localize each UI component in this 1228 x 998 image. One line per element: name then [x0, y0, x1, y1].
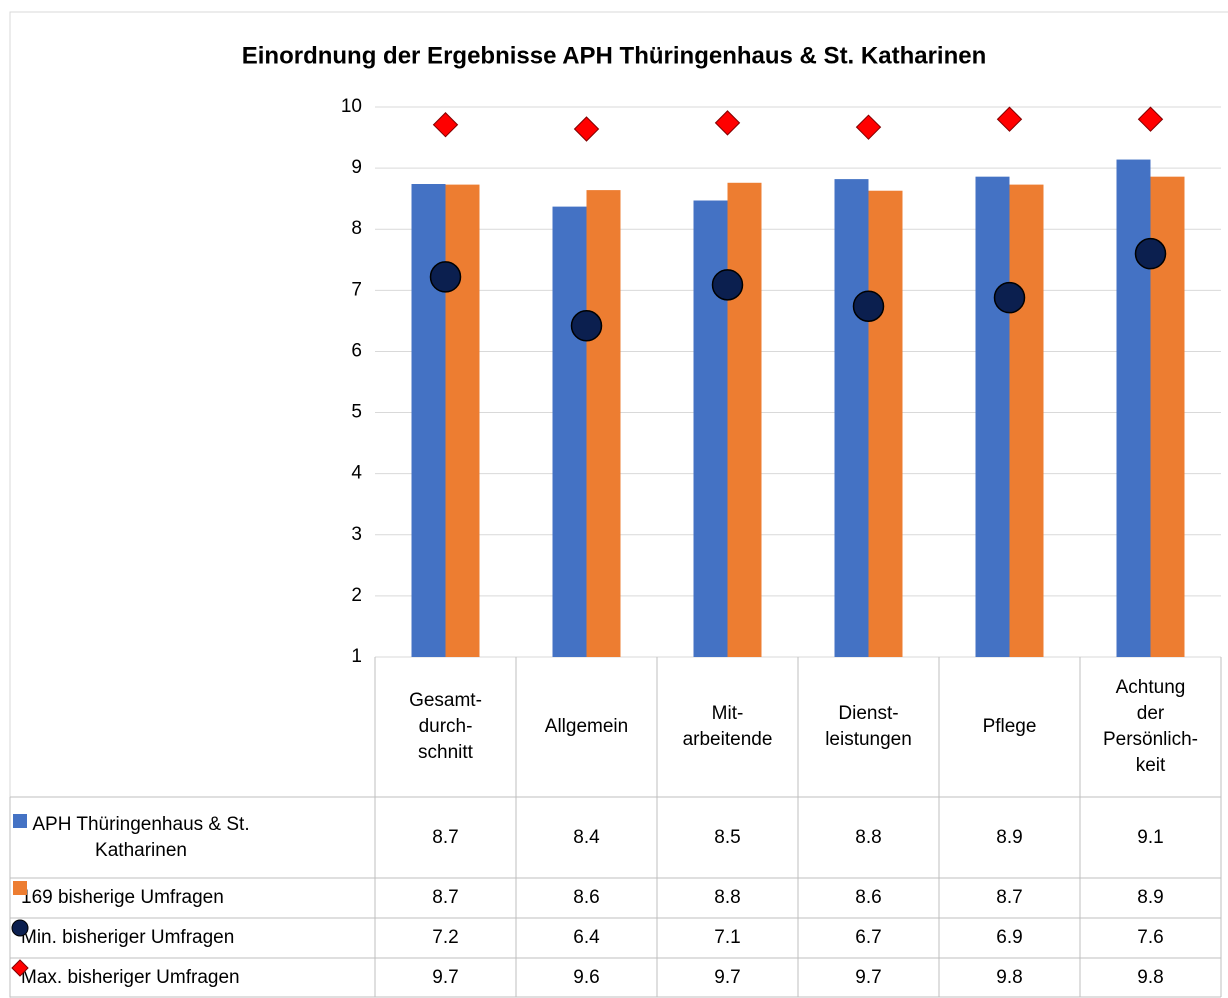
legend-entry: APH Thüringenhaus & St. Katharinen	[10, 797, 375, 878]
bar	[868, 190, 903, 657]
min-marker	[993, 281, 1026, 314]
bar	[693, 200, 728, 657]
value-label: 7.1	[714, 927, 741, 948]
min-marker	[570, 310, 603, 342]
category-label: Mit- arbeitende	[682, 703, 773, 750]
y-tick-label: 4	[351, 463, 362, 484]
legend-symbol	[13, 881, 27, 895]
value-label: 8.7	[996, 887, 1023, 908]
legend-key	[13, 814, 27, 828]
min-marker	[852, 290, 885, 322]
max-marker	[573, 116, 600, 142]
bar	[975, 176, 1010, 657]
category-label: Gesamt- durch- schnitt	[409, 690, 482, 763]
legend-label: 169 bisherige Umfragen	[21, 887, 224, 908]
max-marker	[432, 112, 459, 138]
value-label: 7.6	[1137, 927, 1164, 948]
max-marker	[1137, 106, 1164, 132]
y-tick-label: 8	[351, 218, 362, 239]
y-tick-label: 1	[351, 646, 362, 667]
value-label: 9.8	[1137, 966, 1164, 988]
bar	[834, 179, 869, 657]
value-label: 8.8	[714, 887, 741, 908]
max-marker	[855, 114, 882, 140]
value-label: 8.5	[714, 826, 741, 848]
y-tick-label: 9	[351, 157, 362, 178]
value-label: 8.6	[855, 887, 882, 908]
y-tick-label: 5	[351, 402, 362, 423]
legend-label: Max. bisheriger Umfragen	[21, 966, 240, 988]
legend-label: Min. bisheriger Umfragen	[21, 927, 235, 948]
bar	[586, 190, 621, 657]
value-label: 8.6	[573, 887, 600, 908]
category-label: Achtung der Persönlich- keit	[1102, 677, 1199, 776]
legend-label: APH Thüringenhaus & St. Katharinen	[32, 813, 250, 861]
legend-key	[11, 919, 29, 937]
value-label: 8.4	[573, 826, 600, 848]
chart-border	[9, 11, 1228, 998]
legend-key	[11, 959, 29, 977]
value-label: 9.6	[573, 966, 600, 988]
legend-entry: Max. bisheriger Umfragen	[10, 958, 375, 997]
y-tick-label: 3	[351, 524, 362, 545]
category-label: Dienst- leistungen	[825, 703, 912, 750]
value-label: 9.1	[1137, 826, 1164, 848]
legend-entry: 169 bisherige Umfragen	[10, 878, 375, 918]
legend-key	[13, 881, 27, 895]
bar	[727, 182, 762, 657]
min-marker	[711, 269, 744, 301]
category-label: Pflege	[982, 716, 1037, 737]
bar	[445, 184, 480, 657]
legend-symbol	[13, 814, 27, 828]
min-marker	[429, 261, 462, 293]
category-label: Allgemein	[544, 716, 629, 737]
bar	[1116, 159, 1151, 658]
max-marker	[996, 106, 1023, 132]
y-tick-label: 10	[341, 96, 362, 117]
y-tick-label: 2	[351, 585, 362, 606]
value-label: 7.2	[432, 927, 459, 948]
value-label: 9.7	[714, 966, 741, 988]
value-label: 8.7	[432, 826, 459, 848]
legend-symbol	[11, 919, 29, 937]
value-label: 6.4	[573, 927, 600, 948]
bar	[411, 184, 446, 657]
value-label: 6.9	[996, 927, 1023, 948]
bar	[552, 206, 587, 657]
value-label: 8.8	[855, 826, 882, 848]
value-label: 8.9	[1137, 887, 1164, 908]
y-tick-label: 6	[351, 340, 362, 361]
value-label: 9.7	[432, 966, 459, 988]
min-marker	[1134, 237, 1167, 270]
bar	[1009, 184, 1044, 657]
max-marker	[714, 110, 741, 136]
value-label: 6.7	[855, 927, 882, 948]
legend-entry: Min. bisheriger Umfragen	[10, 918, 375, 958]
value-label: 8.9	[996, 826, 1023, 848]
value-label: 9.8	[996, 966, 1023, 988]
legend-symbol	[11, 959, 29, 977]
value-label: 9.7	[855, 966, 882, 988]
chart-title: Einordnung der Ergebnisse APH Thüringenh…	[242, 42, 987, 69]
y-tick-label: 7	[351, 279, 362, 300]
value-label: 8.7	[432, 887, 459, 908]
